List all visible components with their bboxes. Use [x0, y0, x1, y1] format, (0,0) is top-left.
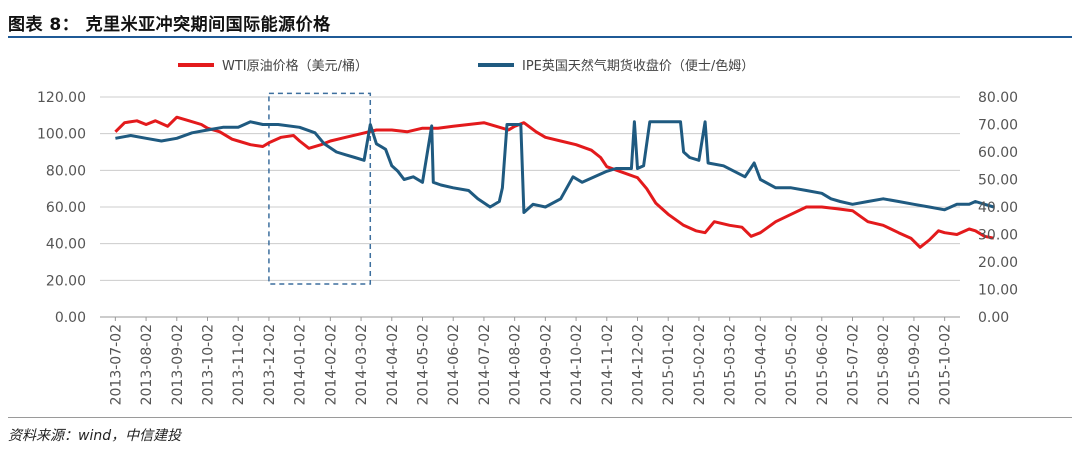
title-rule — [8, 36, 1072, 38]
x-tick-label: 2015-08-02 — [876, 324, 892, 405]
energy-price-chart: 0.00 20.00 40.00 60.00 80.00 100.00 120.00 0.0… — [37, 58, 1018, 405]
x-tick-label: 2013-10-02 — [201, 324, 217, 405]
y-left-tick-label: 40.00 — [46, 237, 86, 253]
y-right-tick-label: 0.00 — [978, 310, 1009, 326]
legend-label-ipe: IPE英国天然气期货收盘价（便士/色姆） — [522, 58, 754, 74]
x-tick-label: 2015-05-02 — [784, 324, 800, 405]
series-lines — [114, 115, 995, 249]
y-right-tick-label: 30.00 — [978, 228, 1018, 244]
x-tick-label: 2015-09-02 — [907, 324, 923, 405]
x-tick-label: 2015-07-02 — [846, 324, 862, 405]
x-tick-label: 2014-09-02 — [538, 324, 554, 405]
source-note: 资料来源：wind，中信建投 — [8, 428, 182, 444]
y-right-tick-label: 60.00 — [978, 145, 1018, 161]
y-left-tick-label: 80.00 — [46, 163, 86, 179]
x-tick-label: 2013-12-02 — [262, 324, 278, 405]
x-tick-label: 2014-12-02 — [631, 324, 647, 405]
y-left-tick-label: 100.00 — [37, 127, 86, 143]
y-right-tick-label: 70.00 — [978, 118, 1018, 134]
x-tick-label: 2014-02-02 — [323, 324, 339, 405]
x-tick-label: 2013-09-02 — [170, 324, 186, 405]
figure-header: 图表 8： 克里米亚冲突期间国际能源价格 — [0, 0, 1080, 40]
x-tick-label: 2013-07-02 — [108, 324, 124, 405]
x-tick-label: 2014-06-02 — [446, 324, 462, 405]
grid-lines — [100, 96, 960, 318]
x-tick-label: 2015-03-02 — [723, 324, 739, 405]
x-tick-label: 2014-01-02 — [293, 324, 309, 405]
x-tick-label: 2014-10-02 — [569, 324, 585, 405]
x-tick-label: 2014-05-02 — [416, 324, 432, 405]
x-tick-label: 2013-11-02 — [231, 324, 247, 405]
wti-series-line — [114, 115, 995, 249]
highlight-rect — [268, 92, 372, 285]
x-tick-label: 2015-10-02 — [938, 324, 954, 405]
x-tick-label: 2014-07-02 — [477, 324, 493, 405]
y-right-tick-label: 40.00 — [978, 200, 1018, 216]
y-left-tick-label: 0.00 — [55, 310, 86, 326]
legend: WTI原油价格（美元/桶） IPE英国天然气期货收盘价（便士/色姆） — [178, 58, 754, 74]
left-y-axis: 0.00 20.00 40.00 60.00 80.00 100.00 120.00 — [37, 90, 86, 326]
x-tick-label: 2014-11-02 — [600, 324, 616, 405]
right-y-axis: 0.00 10.00 20.00 30.00 40.00 50.00 60.00 70.00 8… — [978, 90, 1018, 326]
x-tick-label: 2015-02-02 — [692, 324, 708, 405]
figure-title: 图表 8： 克里米亚冲突期间国际能源价格 — [8, 15, 331, 35]
y-right-tick-label: 10.00 — [978, 283, 1018, 299]
footer-rule — [8, 417, 1072, 418]
x-axis: 2013-07-02 2013-08-02 2013-09-02 2013-10-02… — [108, 317, 954, 405]
ipe-series-line — [115, 120, 995, 214]
x-tick-label: 2015-04-02 — [753, 324, 769, 405]
legend-label-wti: WTI原油价格（美元/桶） — [222, 58, 368, 74]
y-left-tick-label: 60.00 — [46, 200, 86, 216]
y-right-tick-label: 20.00 — [978, 255, 1018, 271]
highlight-box — [268, 92, 372, 285]
y-left-tick-label: 20.00 — [46, 273, 86, 289]
x-tick-label: 2015-06-02 — [815, 324, 831, 405]
x-tick-label: 2014-08-02 — [508, 324, 524, 405]
y-left-tick-label: 120.00 — [37, 90, 86, 106]
y-right-tick-label: 80.00 — [978, 90, 1018, 106]
x-tick-label: 2015-01-02 — [661, 324, 677, 405]
x-tick-label: 2014-04-02 — [385, 324, 401, 405]
x-tick-label: 2013-08-02 — [139, 324, 155, 405]
y-right-tick-label: 50.00 — [978, 173, 1018, 189]
x-tick-label: 2014-03-02 — [354, 324, 370, 405]
